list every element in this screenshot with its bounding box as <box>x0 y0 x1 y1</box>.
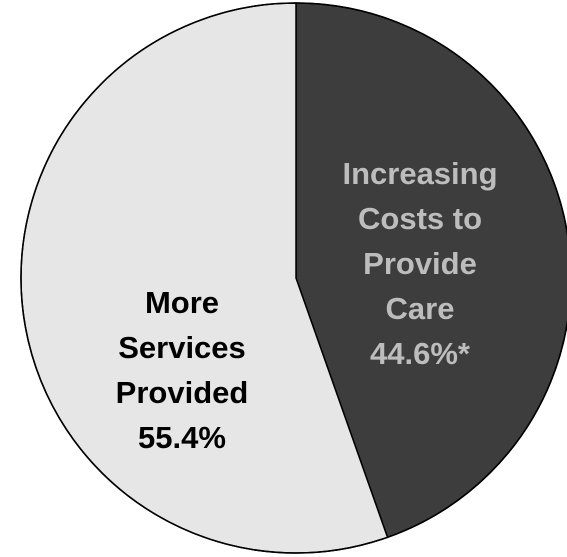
slice-label-line: Services <box>118 330 246 365</box>
slice-label-line: Provide <box>363 246 477 281</box>
slice-label-line: Care <box>386 291 455 326</box>
slice-value-label: 55.4% <box>138 420 226 455</box>
slice-label-line: Costs to <box>358 201 482 236</box>
slice-label-line: Provided <box>116 375 249 410</box>
slice-label-line: Increasing <box>342 156 497 191</box>
pie-outline <box>20 2 567 554</box>
slice-value-label: 44.6%* <box>370 336 471 371</box>
slice-label-0: Increasing Costs to Provide Care 44.6%* <box>342 156 497 371</box>
slice-label-line: More <box>145 285 219 320</box>
slice-labels: Increasing Costs to Provide Care 44.6%* More S… <box>116 156 498 455</box>
pie-slices <box>20 2 567 554</box>
slice-label-1: More Services Provided 55.4% <box>116 285 249 455</box>
